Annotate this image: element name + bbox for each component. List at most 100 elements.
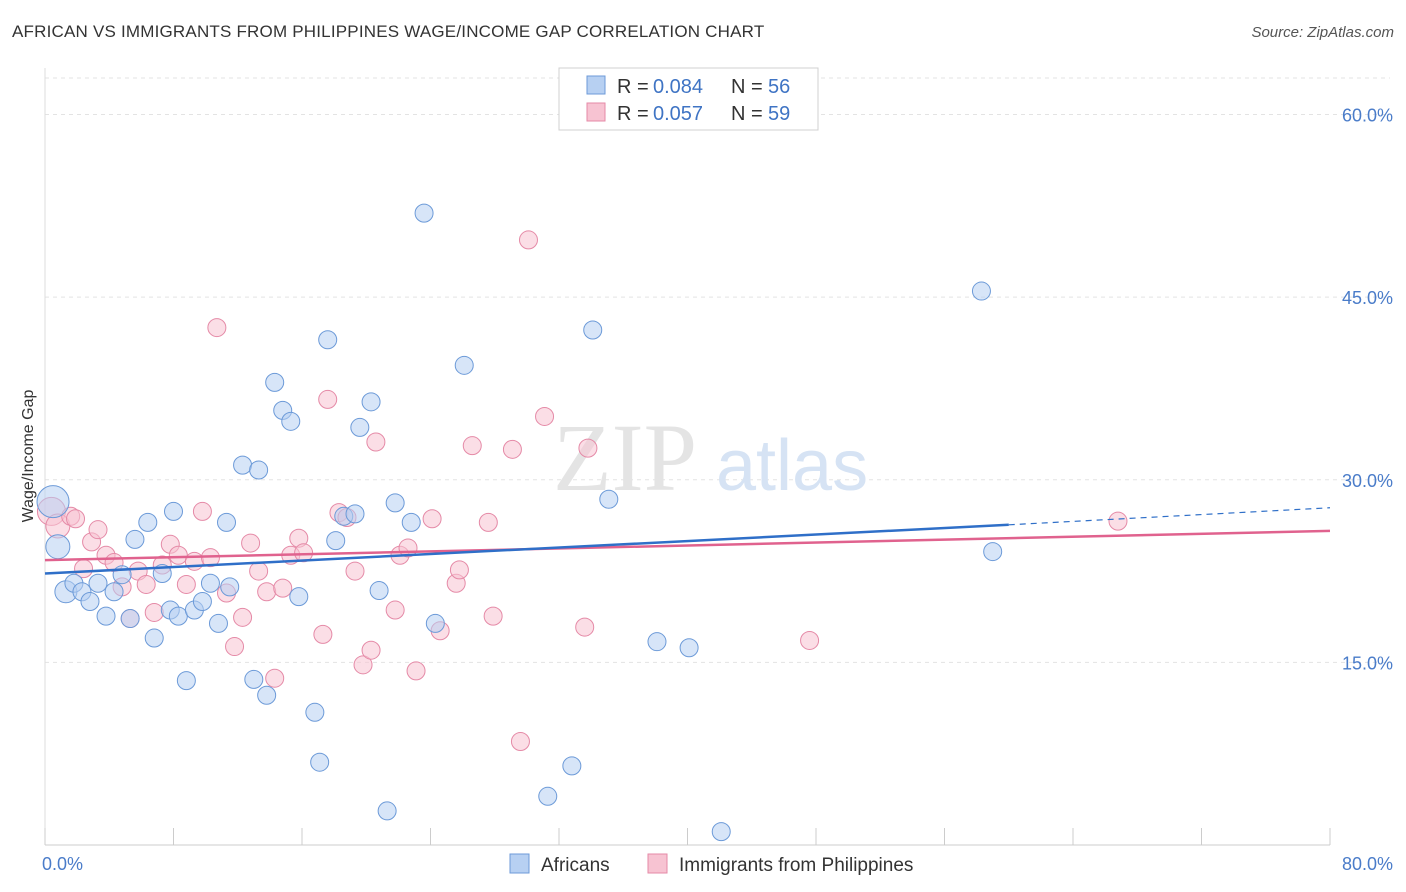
point-africans (310, 752, 330, 772)
watermark-atlas: atlas (716, 426, 868, 506)
point-philippines (136, 574, 156, 594)
legend-bottom-africans: Africans (541, 855, 610, 876)
point-philippines (66, 509, 86, 529)
point-africans (425, 613, 445, 633)
point-philippines (345, 561, 365, 581)
point-africans (168, 606, 188, 626)
point-philippines (184, 551, 204, 571)
point-africans (562, 756, 582, 776)
point-africans (454, 355, 474, 375)
legend-n-value-2: 59 (768, 103, 790, 125)
y-tick-label: 30.0% (1342, 471, 1393, 491)
point-africans (164, 501, 183, 521)
point-philippines (361, 640, 381, 660)
point-philippines (575, 617, 595, 637)
point-philippines (483, 606, 503, 626)
y-tick-label: 45.0% (1342, 288, 1393, 308)
y-tick-label: 15.0% (1342, 653, 1393, 673)
point-philippines (225, 637, 245, 657)
point-africans (305, 702, 325, 722)
point-philippines (192, 501, 212, 521)
point-africans (385, 493, 405, 513)
point-philippines (518, 230, 538, 250)
point-africans (125, 529, 145, 549)
watermark: ZIP atlas (553, 404, 868, 511)
point-philippines (313, 624, 333, 644)
legend-n-value-1: 56 (768, 76, 790, 98)
point-africans (971, 281, 991, 301)
point-africans (36, 485, 70, 519)
point-philippines (449, 560, 469, 580)
x-tick-label-max: 80.0% (1342, 854, 1393, 874)
point-africans (318, 330, 338, 350)
point-philippines (406, 661, 426, 681)
point-philippines (800, 630, 820, 650)
y-axis-label: Wage/Income Gap (20, 390, 37, 523)
trend-africans-extension (1008, 507, 1331, 526)
point-philippines (478, 512, 498, 532)
legend-r-label-1: R = (617, 76, 649, 98)
point-philippines (176, 574, 196, 594)
point-philippines (385, 600, 405, 620)
point-philippines (241, 533, 261, 553)
point-africans (200, 573, 220, 593)
trend-philippines (44, 529, 1331, 562)
x-axis-tick-labels: 0.0% 80.0% (42, 854, 1393, 874)
point-philippines (318, 389, 338, 409)
point-africans (401, 512, 421, 532)
point-philippines (257, 582, 277, 602)
point-africans (679, 638, 699, 658)
grid-lines (45, 77, 1390, 663)
point-africans (377, 801, 397, 821)
point-africans (208, 613, 228, 633)
legend-bottom-philippines: Immigrants from Philippines (679, 855, 913, 876)
point-africans (220, 577, 240, 597)
point-africans (361, 392, 381, 412)
point-africans (233, 455, 253, 475)
point-africans (138, 512, 158, 532)
point-philippines (144, 602, 164, 622)
point-philippines (1108, 511, 1128, 531)
trend-lines (44, 507, 1331, 575)
point-philippines (168, 545, 188, 565)
point-africans (257, 685, 277, 705)
point-africans (88, 573, 108, 593)
point-africans (192, 592, 212, 612)
point-africans (176, 671, 196, 691)
point-africans (45, 534, 71, 560)
point-africans (647, 632, 667, 652)
legend-bottom-swatch-africans (509, 853, 530, 874)
legend-bottom-swatch-philippines (647, 853, 668, 874)
point-africans (120, 609, 140, 629)
point-africans (104, 582, 124, 602)
point-africans (350, 417, 370, 437)
y-tick-label: 60.0% (1342, 106, 1393, 126)
point-philippines (273, 578, 293, 598)
point-philippines (88, 520, 108, 540)
legend-n-label-1: N = (731, 76, 763, 98)
point-philippines (462, 436, 482, 456)
point-philippines (422, 509, 442, 529)
point-africans (538, 786, 558, 806)
point-philippines (510, 732, 530, 752)
point-africans (244, 669, 264, 689)
legend-n-label-2: N = (731, 103, 763, 125)
point-philippines (353, 655, 373, 675)
chart-title: AFRICAN VS IMMIGRANTS FROM PHILIPPINES W… (12, 22, 765, 41)
series-africans-points (36, 203, 1003, 842)
watermark-zip: ZIP (553, 404, 697, 511)
point-africans (281, 411, 301, 431)
series-philippines-points (36, 230, 1128, 752)
legend-r-value-2: 0.057 (653, 103, 703, 125)
point-africans (414, 203, 434, 223)
legend-swatch-africans (586, 75, 606, 95)
point-africans (144, 628, 164, 648)
point-africans (583, 320, 603, 340)
source-credit: Source: ZipAtlas.com (1251, 24, 1394, 41)
x-axis-ticks (44, 828, 1331, 845)
point-philippines (233, 607, 253, 627)
point-philippines (502, 439, 522, 459)
point-philippines (535, 406, 555, 426)
point-africans (289, 587, 309, 607)
